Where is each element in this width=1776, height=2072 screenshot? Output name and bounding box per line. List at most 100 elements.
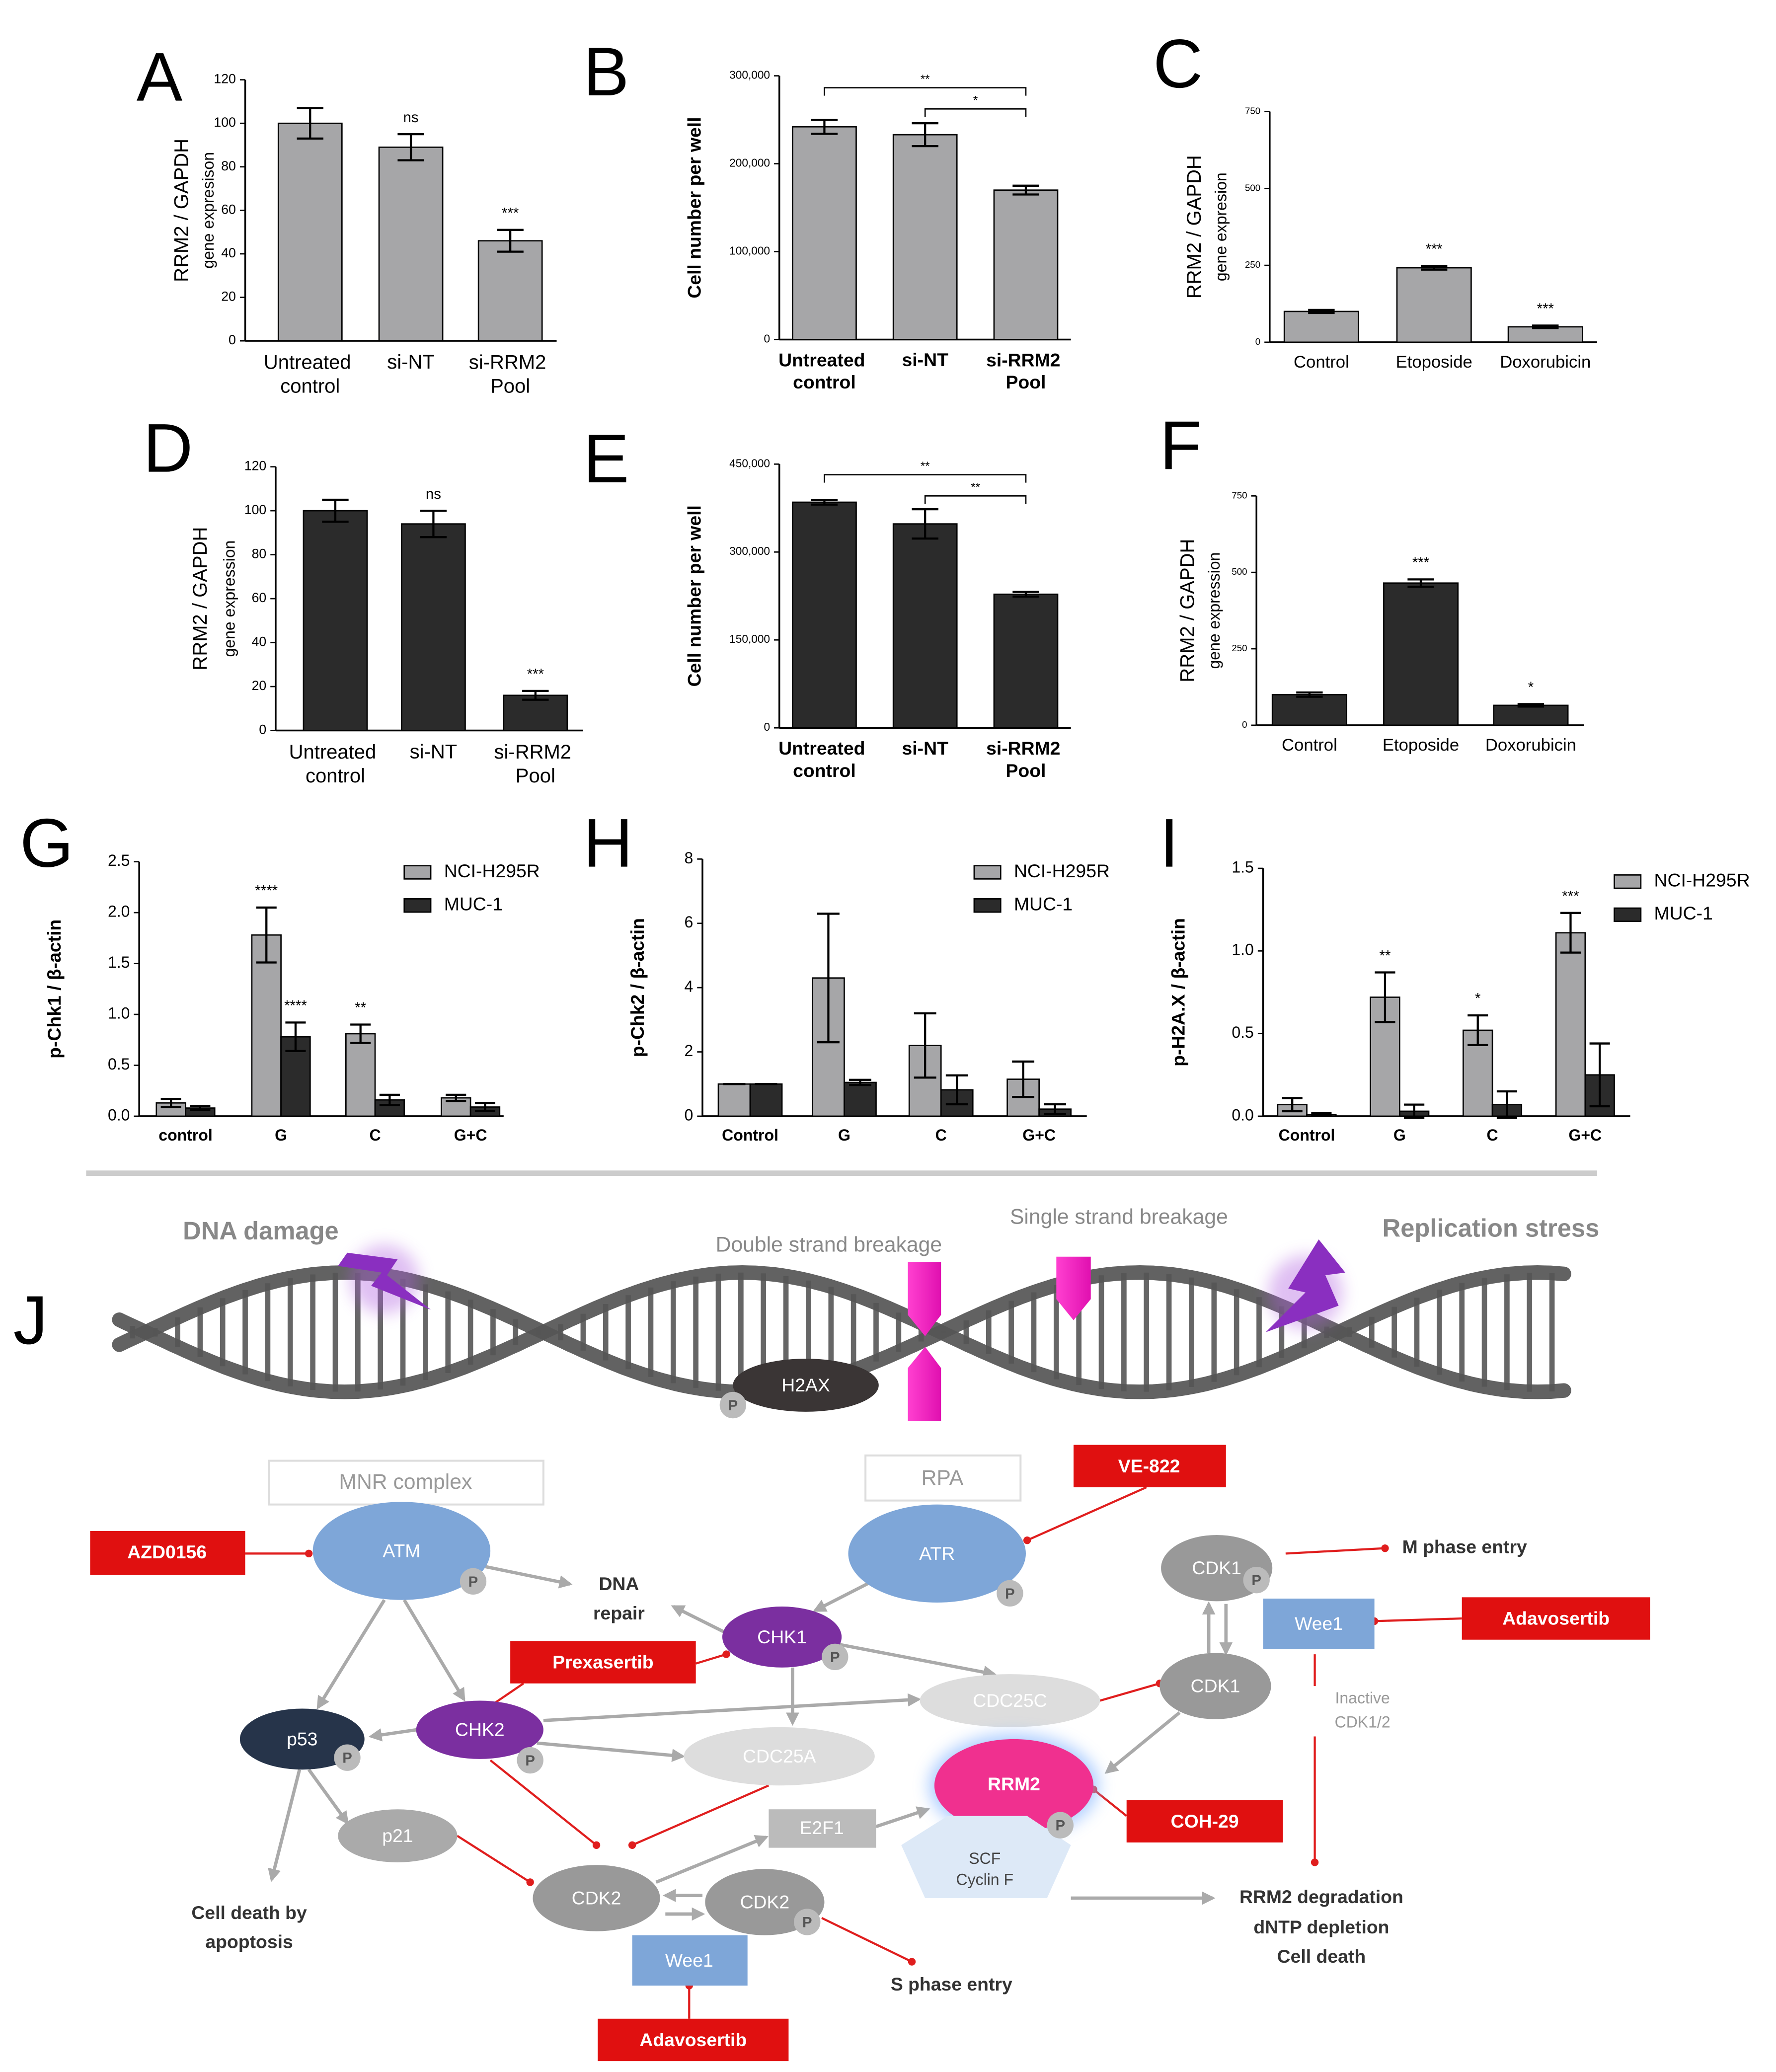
inhibition [1285,1544,1389,1555]
panel-letter: H [583,805,633,882]
error-bar [522,690,549,701]
node-label: ATR [919,1543,955,1564]
x-tick-label: si-NT [902,738,949,759]
y-tick-label: 0.5 [108,1055,130,1073]
x-tick-label: G+C [454,1126,487,1144]
error-bar [1421,265,1448,271]
y-axis-label: RRM2 / GAPDH [171,139,193,282]
y-axis-label: p-H2A.X / β-actin [1167,918,1188,1067]
pathway-diagram: J DNA damage Double strand breakage Sing… [13,1205,1650,2062]
bar [1493,704,1569,726]
inhibition [457,1835,534,1886]
x-tick-label: si-RRM2 Pool [494,741,577,786]
node-label: CDK2 [740,1892,790,1913]
label: Replication stress [1383,1214,1600,1242]
label: S phase entry [891,1974,1012,1995]
label: Cell death [1277,1946,1366,1967]
label: Cell death by [191,1902,307,1923]
error-bar [322,498,349,523]
x-tick-label: Doxorubicin [1500,353,1591,372]
y-tick-label: 1.0 [1232,941,1253,959]
chart: E Cell number per well 0 150,000 300,000 450,… [583,420,1071,781]
significance: ** [1380,947,1391,964]
panel-letter: F [1159,407,1202,484]
error-bar [912,508,938,540]
x-tick-label: Etoposide [1396,353,1472,372]
bar [345,1033,376,1117]
node [901,1816,1071,1898]
drug-label: VE-822 [1118,1456,1180,1476]
x-tick-label: control [158,1126,212,1144]
significance-bracket [824,87,1027,96]
node-label: ATM [383,1540,420,1561]
error-bar [420,509,447,538]
bracket-label: ** [921,460,930,473]
x-tick-label: si-NT [410,741,458,763]
panel-letter: E [583,420,629,497]
bar [844,1081,877,1117]
y-tick-label: 8 [685,849,694,867]
y-tick-label: 0 [259,722,266,737]
y-axis-label: p-Chk2 / β-actin [627,918,648,1057]
bar [993,593,1059,729]
error-bar [160,1097,181,1108]
phospho-label: P [1056,1818,1066,1834]
chart: C RRM2 / GAPDH gene expresion 0 250 500 750 Con… [1153,25,1597,372]
label: MNR complex [339,1470,472,1494]
bar [749,1083,783,1117]
y-tick-label: 100 [244,502,266,517]
chart: B Cell number per well 0 100,000 200,000 300,… [583,33,1071,392]
bar [1555,932,1586,1117]
error-bar [1589,1042,1610,1108]
y-tick-label: 250 [1245,259,1260,270]
node [848,1504,1026,1603]
error-bar [1496,1090,1517,1119]
significance: ns [403,109,419,126]
y-tick-label: 40 [252,634,267,649]
error-bar [256,906,277,964]
phospho-label: P [1005,1586,1015,1602]
arrow [402,1599,465,1702]
node-label: CDC25C [973,1690,1047,1711]
error-bar [379,1093,400,1106]
error-bar [912,122,938,148]
y-tick-label: 1.5 [1232,858,1253,876]
drug-box [1126,1800,1283,1842]
y-tick-label: 300,000 [729,69,770,81]
node [934,1739,1094,1832]
label: apoptosis [205,1931,293,1952]
node [239,1708,365,1770]
panel-letter: J [13,1282,48,1359]
error-bar [474,1102,495,1112]
node-label: CDK1 [1192,1557,1241,1578]
y-tick-label: 20 [221,289,236,304]
phospho [460,1568,487,1595]
node [769,1809,876,1848]
bar [303,510,368,731]
x-tick-label: Untreated control [778,349,870,392]
strand [112,1265,1571,1399]
x-tick-label: G+C [1568,1126,1602,1144]
inhibition [1089,1785,1128,1817]
error-bar [1517,703,1544,708]
y-tick-label: 40 [221,245,236,260]
drug-box [90,1531,245,1575]
label: dNTP depletion [1253,1917,1389,1937]
drug-label: Prexasertib [552,1652,653,1673]
inhibition [695,1650,730,1665]
x-tick-label: si-RRM2 Pool [986,349,1066,392]
significance: *** [1537,301,1554,317]
x-tick-label: C [1487,1126,1498,1144]
bar [401,523,466,731]
significance-bracket [924,495,1027,504]
y-axis-label: Cell number per well [684,117,705,298]
arrow [813,1578,876,1612]
significance: * [1475,991,1480,1007]
significance-bracket [924,108,1027,117]
y-tick-label: 250 [1232,643,1247,653]
label: DNA [599,1573,639,1594]
bar [1283,310,1359,343]
bar [477,240,543,342]
legend-swatch [973,865,1002,880]
arrow [472,1562,573,1589]
